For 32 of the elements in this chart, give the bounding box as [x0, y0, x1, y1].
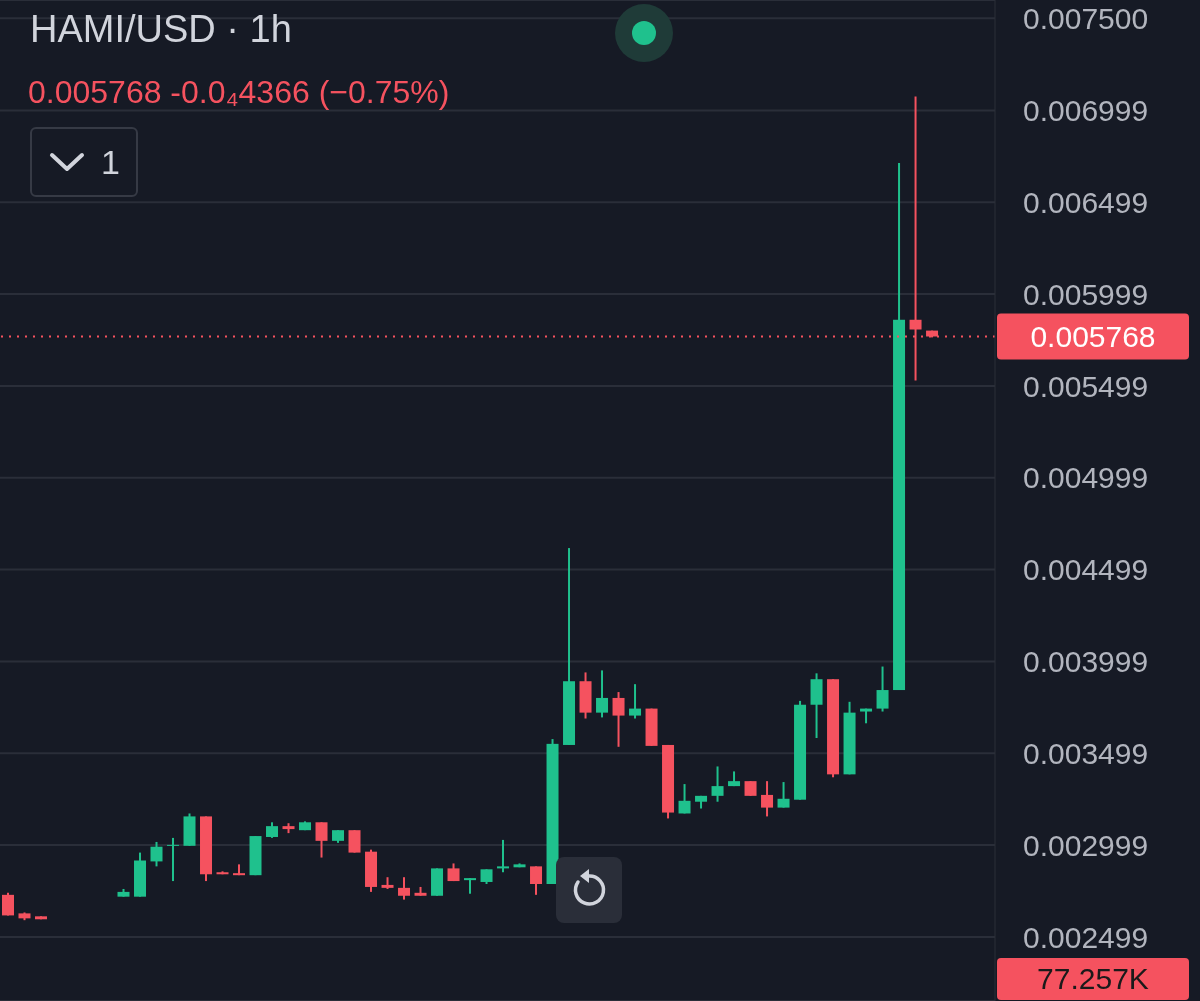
- chart-title: HAMI/USD · 1h: [30, 8, 292, 51]
- candlestick: [464, 877, 477, 895]
- y-tick-label: 0.003499: [1023, 736, 1149, 770]
- candlestick: [629, 683, 642, 720]
- candlestick: [150, 840, 163, 868]
- y-tick-label: 0.002499: [1023, 920, 1149, 954]
- candlestick: [497, 838, 510, 874]
- y-tick-label: 0.004499: [1023, 553, 1149, 587]
- candlestick: [678, 783, 691, 815]
- candlestick: [711, 765, 724, 803]
- candlestick: [398, 876, 411, 901]
- y-tick-label: 0.002999: [1023, 828, 1149, 862]
- candlestick: [777, 781, 790, 809]
- y-tick-label: 0.003999: [1023, 645, 1149, 679]
- candlestick: [315, 821, 328, 859]
- y-tick-label: 0.006499: [1023, 185, 1149, 219]
- y-tick-label: 0.004999: [1023, 461, 1149, 495]
- ref-line-label: 0.005768: [1030, 320, 1156, 354]
- y-tick-label: 0.005999: [1023, 277, 1149, 311]
- y-tick-label: 0.005499: [1023, 369, 1149, 403]
- candlestick: [761, 780, 774, 818]
- y-tick-label: 0.006999: [1023, 94, 1149, 128]
- text: 77.257K: [997, 958, 1189, 1000]
- annotation: 1: [101, 142, 120, 182]
- text: 0.005768 -0.0₄4366 (−0.75%): [28, 74, 450, 111]
- candlestick: [530, 865, 543, 896]
- candlestick: [876, 665, 889, 713]
- candlestick: [596, 669, 609, 719]
- candlestick: [612, 691, 625, 748]
- y-tick-label: 0.007500: [1023, 2, 1149, 36]
- candlestick: [348, 829, 361, 854]
- candlestick: [167, 836, 180, 883]
